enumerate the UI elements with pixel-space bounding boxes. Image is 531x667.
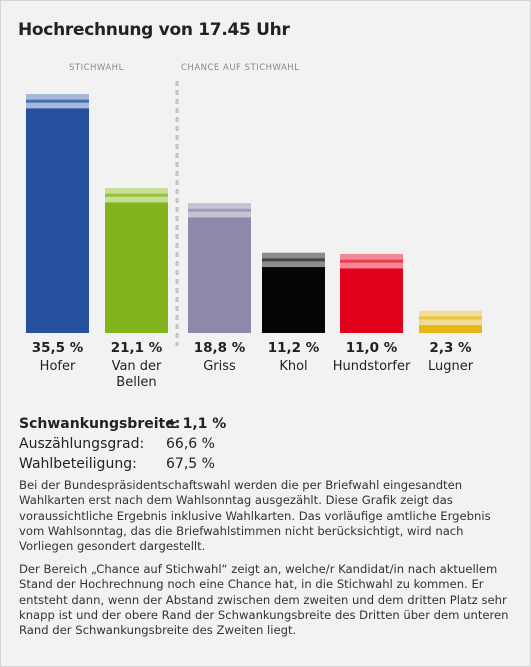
- data-label: 2,3 %: [429, 340, 472, 356]
- stat-row-turnout: Wahlbeteiligung: 67,5 %: [19, 454, 226, 474]
- category-tick-label: Hundstorfer: [332, 359, 411, 374]
- category-tick-label: Hofer: [39, 359, 76, 374]
- section-label-chance: CHANCE AUF STICHWAHL: [181, 63, 300, 73]
- candidate-label: 11,0 % Hundstorfer: [322, 340, 422, 375]
- bar-lugner: [419, 325, 482, 333]
- bar-hofer: [26, 108, 89, 333]
- bar-value-line: [262, 258, 325, 262]
- bar-value-line: [105, 193, 168, 197]
- candidate-label: 11,2 % Khol: [244, 340, 344, 375]
- stat-label: Wahlbeteiligung:: [19, 456, 137, 472]
- category-tick-label: Khol: [279, 359, 308, 374]
- bar-value-line: [419, 316, 482, 320]
- note-paragraph-runoff-chance: Der Bereich „Chance auf Stichwahl“ zeigt…: [19, 562, 509, 638]
- stat-row-counted: Auszählungsgrad: 66,6 %: [19, 434, 226, 454]
- candidate-label: 21,1 % Van der Bellen: [87, 340, 187, 391]
- stats-block: Schwankungsbreite:± 1,1 % Auszählungsgra…: [19, 414, 226, 474]
- chart-title: Hochrechnung von 17.45 Uhr: [18, 20, 290, 40]
- data-label: 21,1 %: [110, 340, 163, 356]
- category-tick-label: Griss: [203, 359, 236, 374]
- bar-chart: [26, 81, 482, 346]
- bar-value-line: [26, 99, 89, 103]
- bar-khol: [262, 267, 325, 333]
- candidate-label: 35,5 % Hofer: [8, 340, 108, 375]
- category-tick-label: Van der Bellen: [111, 359, 162, 390]
- stat-value: 66,6 %: [166, 436, 215, 452]
- candidate-label: 18,8 % Griss: [170, 340, 270, 375]
- category-tick-label: Lugner: [427, 359, 474, 374]
- bar-griss: [188, 217, 251, 333]
- bar-van-der-bellen: [105, 202, 168, 333]
- bar-hundstorfer: [340, 268, 403, 333]
- stat-value: 67,5 %: [166, 456, 215, 472]
- data-label: 11,0 %: [345, 340, 398, 356]
- bar-value-line: [188, 208, 251, 212]
- stat-label: Auszählungsgrad:: [19, 436, 145, 452]
- section-label-runoff: STICHWAHL: [69, 63, 124, 73]
- bar-value-line: [340, 259, 403, 263]
- stat-value: ± 1,1 %: [166, 416, 227, 432]
- note-paragraph-postal-votes: Bei der Bundespräsidentschaftswahl werde…: [19, 478, 491, 554]
- stat-label: Schwankungsbreite:: [19, 416, 181, 432]
- data-label: 18,8 %: [193, 340, 246, 356]
- candidate-label: 2,3 % Lugner: [401, 340, 501, 375]
- data-label: 35,5 %: [31, 340, 84, 356]
- stat-row-margin: Schwankungsbreite:± 1,1 %: [19, 414, 226, 434]
- data-label: 11,2 %: [267, 340, 320, 356]
